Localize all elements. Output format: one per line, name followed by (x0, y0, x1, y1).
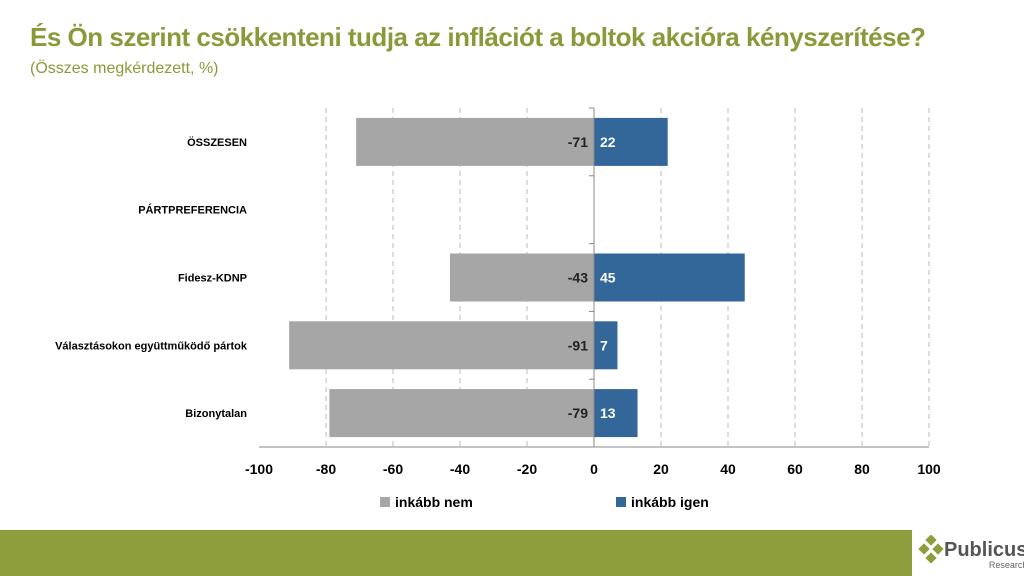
bar-inkabb-igen (594, 389, 638, 438)
bar-inkabb-nem (356, 117, 594, 166)
legend-label: inkább nem (395, 494, 473, 510)
data-label: 7 (600, 337, 608, 353)
logo-icon (918, 535, 944, 564)
x-tick-label: 20 (653, 461, 669, 477)
logo-name: Publicus (944, 538, 1024, 561)
data-label: 13 (600, 405, 616, 421)
footer-bar (0, 530, 912, 576)
data-label: -91 (568, 337, 588, 353)
x-tick-label: -100 (245, 461, 273, 477)
x-tick-label: -60 (383, 461, 403, 477)
bar-inkabb-nem (329, 389, 594, 438)
data-label: 22 (600, 134, 616, 150)
x-tick-label: -40 (450, 461, 470, 477)
x-tick-label: 80 (854, 461, 870, 477)
category-label: ÖSSZESEN (187, 136, 247, 149)
bar-inkabb-igen (594, 117, 668, 166)
data-label: 45 (600, 270, 616, 286)
bar-inkabb-nem (449, 253, 594, 302)
category-label: Fidesz-KDNP (178, 273, 247, 285)
x-tick-label: -20 (517, 461, 537, 477)
bar-inkabb-igen (594, 321, 618, 370)
legend-swatch (380, 497, 390, 507)
category-label: Bizonytalan (185, 408, 247, 420)
bar-inkabb-nem (289, 321, 594, 370)
page-subtitle: (Összes megkérdezett, %) (30, 60, 219, 77)
data-label: -79 (568, 405, 588, 421)
publicus-logo: Publicus Research (918, 535, 1024, 570)
x-tick-label: 100 (917, 461, 941, 477)
bar-inkabb-igen (594, 253, 745, 302)
category-label: PÁRTPREFERENCIA (138, 204, 247, 217)
category-label: Választásokon együttműködő pártok (55, 340, 248, 352)
data-label: -43 (568, 270, 588, 286)
legend-swatch (616, 497, 626, 507)
x-tick-label: 60 (787, 461, 803, 477)
x-tick-label: -80 (316, 461, 336, 477)
x-tick-label: 0 (590, 461, 598, 477)
logo-sub: Research (988, 560, 1024, 570)
x-tick-label: 40 (720, 461, 736, 477)
legend-label: inkább igen (631, 494, 709, 510)
data-label: -71 (568, 134, 588, 150)
page-title: És Ön szerint csökkenteni tudja az inflá… (30, 22, 926, 52)
